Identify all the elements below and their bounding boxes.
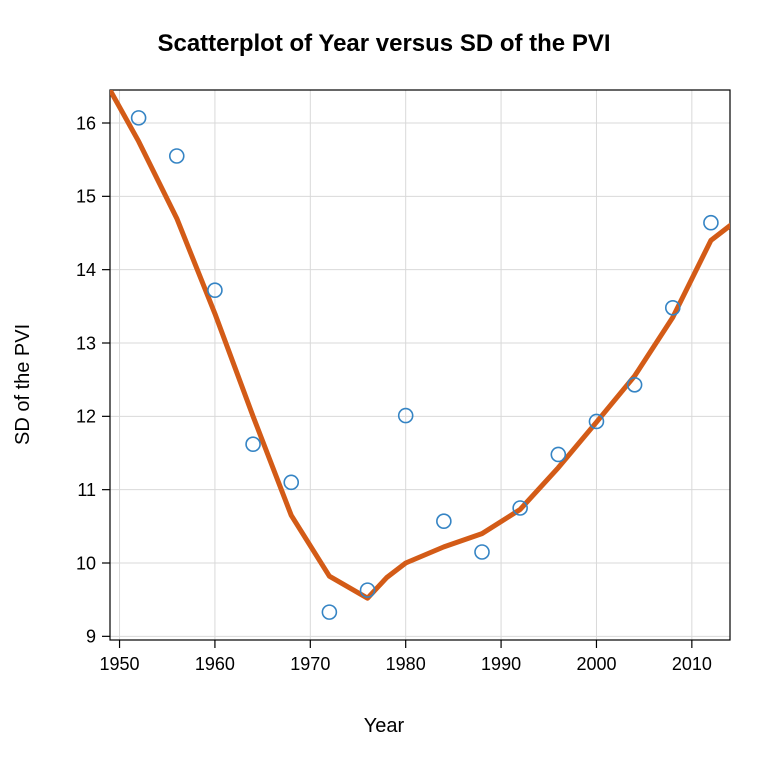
x-tick-label: 1950 — [100, 654, 140, 674]
x-tick-label: 1970 — [290, 654, 330, 674]
chart-container: Scatterplot of Year versus SD of the PVI… — [0, 0, 768, 768]
y-tick-label: 13 — [76, 333, 96, 353]
scatter-point — [322, 605, 336, 619]
y-tick-label: 11 — [77, 480, 96, 500]
x-tick-label: 2010 — [672, 654, 712, 674]
y-tick-label: 14 — [76, 260, 96, 280]
scatter-point — [704, 216, 718, 230]
y-tick-label: 10 — [76, 553, 96, 573]
scatter-point — [284, 475, 298, 489]
y-tick-label: 16 — [76, 113, 96, 133]
trend-line — [110, 90, 730, 598]
y-tick-label: 12 — [76, 407, 96, 427]
scatter-point — [475, 545, 489, 559]
scatter-point — [246, 437, 260, 451]
x-tick-label: 1980 — [386, 654, 426, 674]
x-tick-label: 1990 — [481, 654, 521, 674]
chart-svg: 1950 1960 1970 1980 1990 2000 2010 9 10 11 12 13 14 1… — [0, 0, 768, 768]
y-tick-label: 9 — [86, 627, 96, 647]
x-tick-label: 1960 — [195, 654, 235, 674]
y-tick-label: 15 — [76, 187, 96, 207]
scatter-point — [170, 149, 184, 163]
x-tick-label: 2000 — [576, 654, 616, 674]
scatter-point — [437, 514, 451, 528]
scatter-point — [551, 447, 565, 461]
